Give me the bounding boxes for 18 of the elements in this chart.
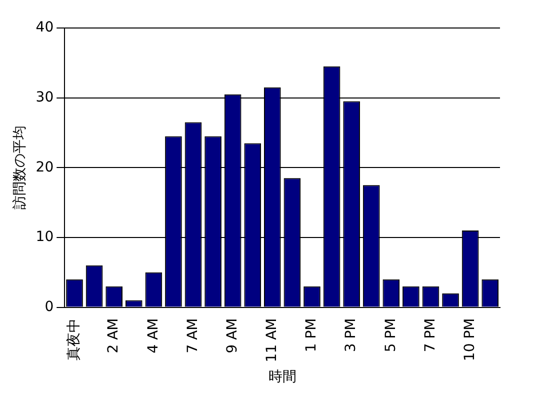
x-tick-label: 1 PM [304, 318, 320, 352]
y-tick-label: 10 [36, 229, 54, 246]
x-tick-label: 10 PM [462, 318, 478, 362]
x-tick-label: 7 AM [184, 318, 201, 354]
y-tick-label: 20 [36, 159, 54, 176]
x-tick-label: 3 PM [343, 318, 360, 352]
y-tick-label: 0 [44, 298, 54, 315]
y-tick-label: 30 [36, 89, 54, 106]
x-tick-label: 真夜中 [66, 318, 82, 360]
x-tick-label: 11 AM [264, 318, 280, 362]
x-tick-label: 9 AM [224, 318, 240, 354]
x-tick-label: 7 PM [422, 318, 438, 352]
y-axis-title: 訪問数の平均 [12, 126, 28, 210]
x-tick-label: 2 AM [106, 318, 122, 354]
y-tick-label: 40 [36, 20, 54, 36]
x-tick-label: 4 AM [145, 318, 162, 354]
x-tick-label: 5 PM [382, 318, 399, 352]
x-axis-title: 時間 [268, 369, 296, 386]
